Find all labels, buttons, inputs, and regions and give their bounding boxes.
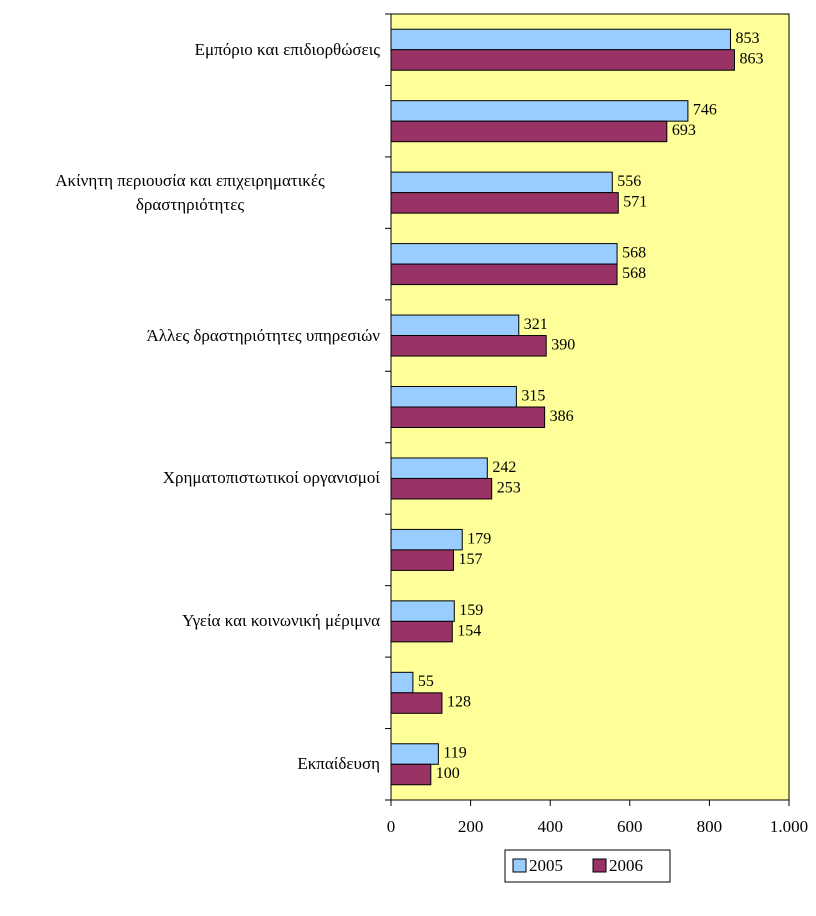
bar (390, 263, 618, 286)
legend-label: 2006 (609, 856, 643, 875)
bar (390, 457, 488, 479)
value-label: 157 (458, 551, 482, 568)
bar (390, 671, 414, 694)
value-label: 179 (467, 530, 491, 547)
x-tick-label: 400 (537, 817, 563, 836)
bar (390, 600, 455, 622)
value-label: 746 (693, 102, 717, 119)
bar (390, 192, 619, 214)
legend-box (504, 849, 671, 883)
bar (390, 100, 689, 122)
bar (390, 28, 731, 51)
value-label: 390 (551, 336, 575, 353)
bar (390, 314, 520, 337)
bar (390, 692, 443, 714)
value-label: 321 (524, 316, 548, 333)
legend-swatch (592, 858, 607, 873)
y-tick-label: Χρηματοπιστωτικοί οργανισμοί (162, 468, 380, 488)
x-tick-label: 0 (387, 817, 396, 836)
value-label: 55 (418, 673, 434, 690)
value-label: 571 (623, 194, 647, 211)
value-label: 128 (447, 694, 471, 711)
y-tick-label: Εκπαίδευση (297, 754, 380, 774)
value-label: 315 (521, 387, 545, 404)
bar (390, 549, 454, 571)
x-tick-label: 600 (617, 817, 643, 836)
value-label: 154 (457, 622, 481, 639)
x-tick-label: 800 (697, 817, 723, 836)
bar (390, 120, 668, 143)
value-label: 119 (443, 745, 466, 762)
value-label: 386 (550, 408, 574, 425)
legend-label: 2005 (529, 856, 563, 875)
x-tick-label: 200 (458, 817, 484, 836)
value-label: 556 (617, 173, 641, 190)
bar (390, 243, 618, 265)
value-label: 693 (672, 122, 696, 139)
value-label: 863 (739, 51, 763, 68)
value-label: 100 (436, 765, 460, 782)
value-label: 159 (459, 602, 483, 619)
bar (390, 335, 547, 357)
y-tick-label: Άλλες δραστηριότητες υπηρεσιών (146, 325, 380, 345)
bar (390, 620, 453, 643)
y-tick-label: Υγεία και κοινωνική μέριμνα (182, 611, 380, 631)
bar (390, 477, 493, 500)
bar (390, 171, 613, 194)
y-tick-label: Ακίνητη περιουσία και επιχειρηματικές δρ… (55, 170, 325, 214)
legend-swatch (512, 858, 527, 873)
value-label: 568 (622, 245, 646, 262)
value-label: 253 (497, 479, 521, 496)
value-label: 853 (735, 30, 759, 47)
bar (390, 386, 517, 408)
value-label: 242 (492, 459, 516, 476)
y-tick-label: Εμπόριο και επιδιορθώσεις (194, 39, 380, 59)
bar (390, 763, 432, 786)
bar (390, 743, 439, 765)
bar (390, 528, 463, 551)
bar (390, 49, 735, 71)
x-tick-label: 1.000 (770, 817, 808, 836)
bar (390, 406, 546, 428)
value-label: 568 (622, 265, 646, 282)
